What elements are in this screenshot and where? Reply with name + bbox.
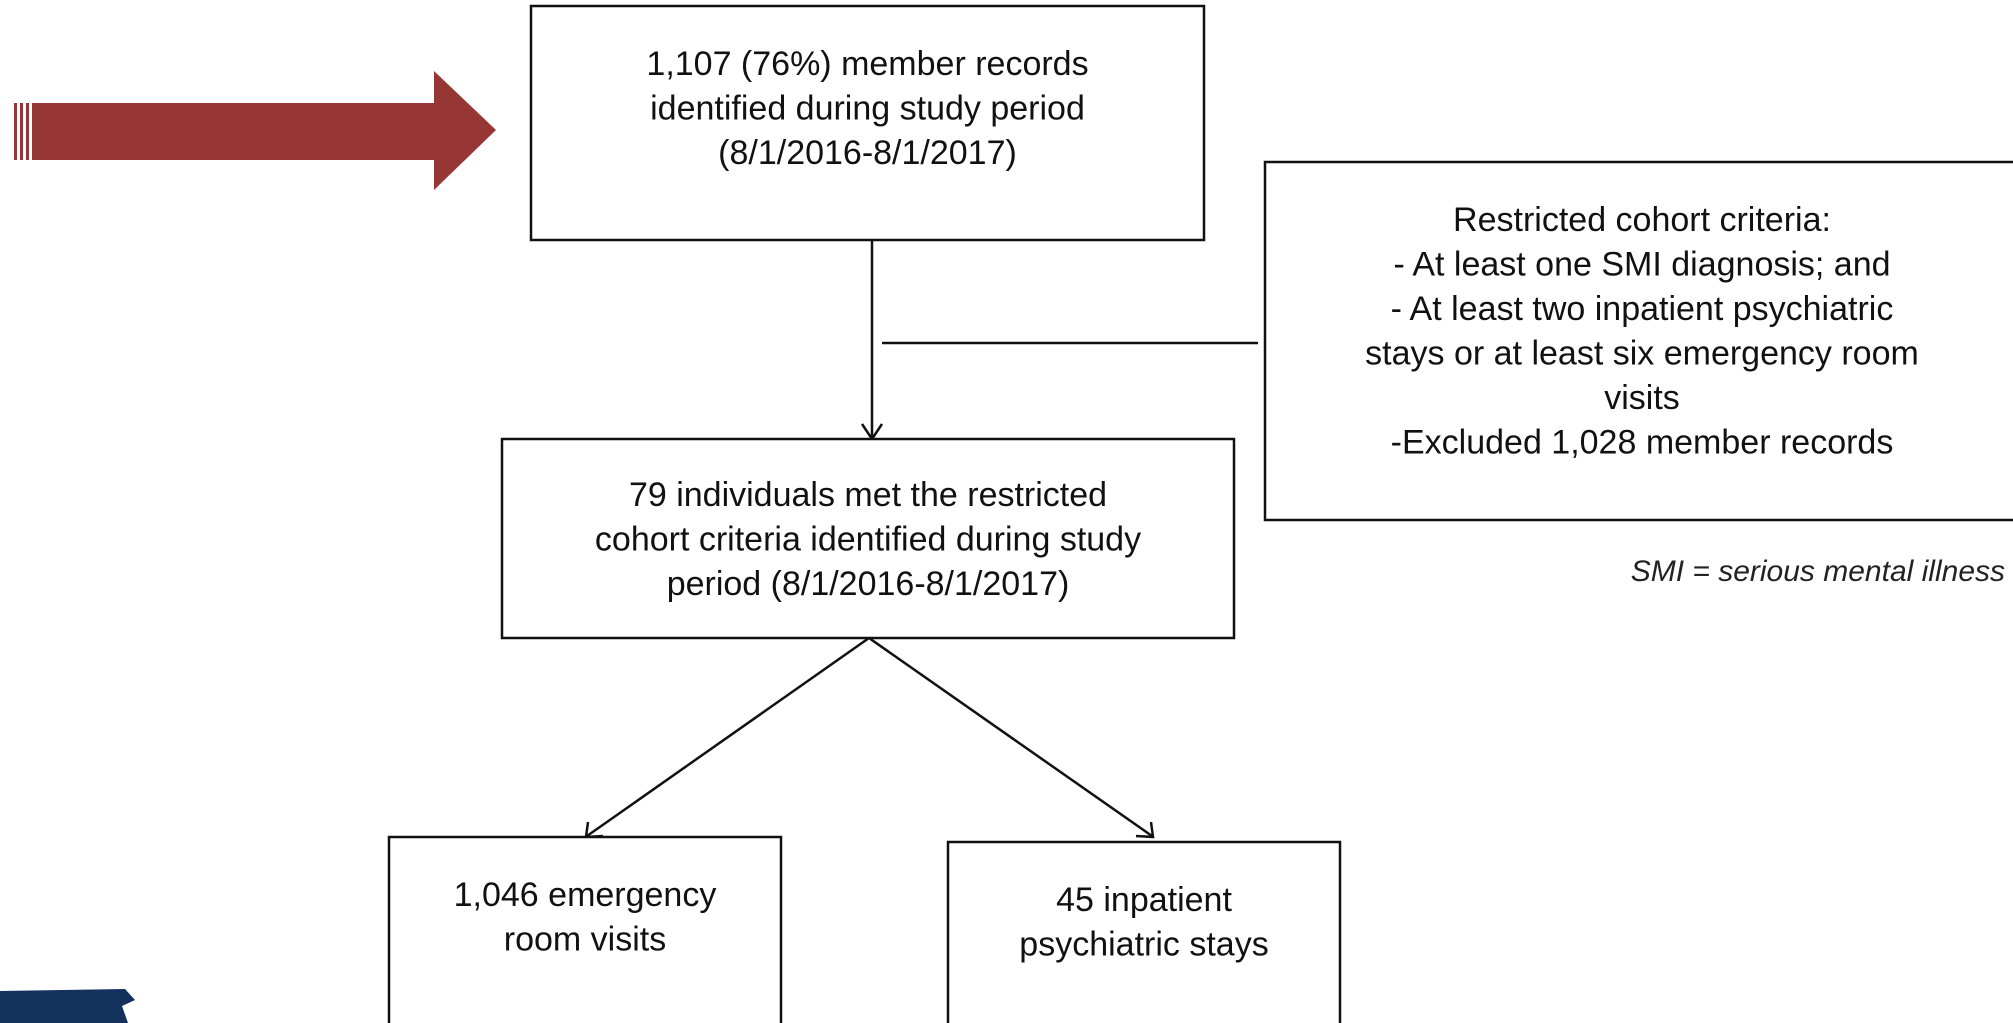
box-text: (8/1/2016-8/1/2017) <box>718 134 1017 172</box>
box-text: 1,107 (76%) member records <box>646 45 1088 83</box>
box <box>387 835 783 1023</box>
box-text: 79 individuals met the restricted <box>629 476 1107 514</box>
box-text: - At least two inpatient psychiatric <box>1391 290 1894 328</box>
box-text: cohort criteria identified during study <box>595 520 1141 558</box>
box-text: - At least one SMI diagnosis; and <box>1393 245 1890 283</box>
box <box>1263 160 2013 522</box>
box-text: stays or at least six emergency room <box>1365 334 1919 372</box>
box <box>529 4 1206 242</box>
arrowhead <box>1135 821 1155 839</box>
box-text: 1,046 emergency <box>454 876 717 914</box>
red-arrow <box>14 71 496 190</box>
box <box>500 437 1236 640</box>
box-text: -Excluded 1,028 member records <box>1391 423 1894 461</box>
box-text: period (8/1/2016-8/1/2017) <box>667 565 1070 603</box>
note: SMI = serious mental illness <box>1631 555 2005 588</box>
box-text: Restricted cohort criteria: <box>1453 201 1831 239</box>
box-text: psychiatric stays <box>1019 925 1268 963</box>
connector <box>868 636 1153 838</box>
box-text: identified during study period <box>650 89 1085 127</box>
box-text: room visits <box>504 920 666 958</box>
box-text: 45 inpatient <box>1056 881 1232 919</box>
logo-fragment <box>0 989 135 1023</box>
box-text: visits <box>1604 379 1680 417</box>
box <box>946 840 1342 1023</box>
connector <box>586 636 870 838</box>
